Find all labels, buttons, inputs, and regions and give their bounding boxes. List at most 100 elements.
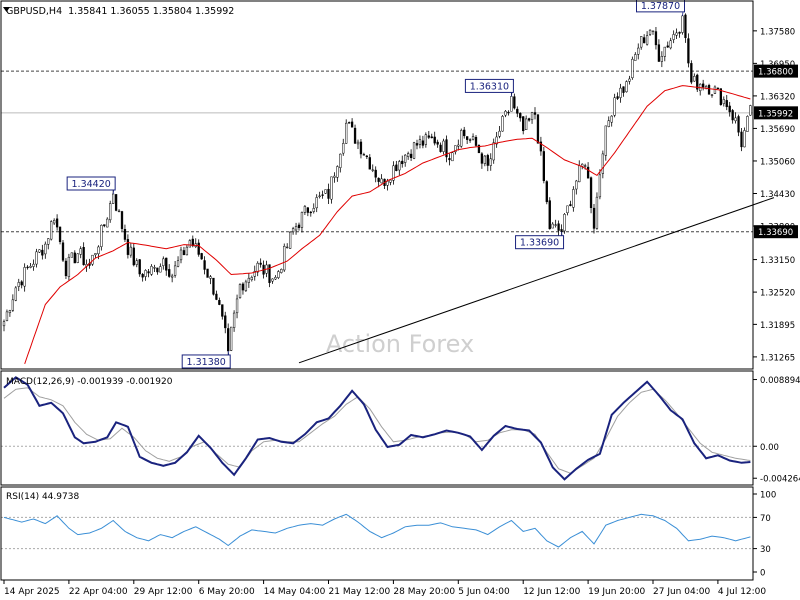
swing-annotation: 1.33690: [515, 231, 565, 250]
macd-main-line: [3, 376, 751, 481]
candle-body: [386, 181, 389, 186]
candle: [132, 243, 135, 267]
candle: [365, 154, 369, 160]
candle-body: [356, 141, 360, 145]
candle: [409, 149, 413, 161]
candle-body: [176, 260, 180, 267]
candle: [250, 275, 253, 282]
candle-body: [634, 54, 637, 61]
candle: [41, 244, 44, 260]
candle: [20, 280, 23, 289]
candle-body: [696, 74, 699, 90]
macd-title: MACD(12,26,9) -0.001939 -0.001920: [6, 377, 173, 387]
watermark: Action Forex: [326, 330, 474, 358]
candle: [424, 132, 428, 148]
macd-signal-line: [3, 387, 751, 474]
candle-body: [106, 218, 109, 228]
candle-body: [448, 158, 451, 161]
candle: [235, 294, 239, 319]
candle-body: [162, 258, 165, 266]
candle: [516, 106, 519, 118]
candle: [212, 277, 215, 296]
candle-body: [533, 112, 537, 115]
candle: [144, 269, 147, 281]
candle: [657, 39, 661, 63]
candle: [542, 146, 546, 184]
candle: [442, 138, 445, 155]
candle: [643, 34, 646, 44]
candle-body: [165, 257, 168, 271]
candle: [294, 222, 298, 235]
candle: [675, 28, 678, 39]
price-tag: [754, 225, 798, 239]
collapse-arrow-icon[interactable]: [3, 7, 10, 12]
candle: [109, 200, 112, 223]
candle-body: [466, 136, 469, 140]
candle-body: [672, 34, 675, 40]
candle-body: [280, 269, 283, 273]
candle: [448, 153, 451, 166]
candle: [55, 214, 59, 231]
candle: [743, 127, 746, 148]
candle: [480, 152, 484, 169]
candle: [356, 139, 360, 150]
candle-body: [247, 277, 250, 283]
candle: [123, 224, 127, 243]
candle: [530, 111, 534, 124]
candle: [569, 200, 572, 207]
candle-body: [421, 140, 425, 146]
candle-body: [41, 249, 44, 256]
annotation-box: [464, 78, 514, 93]
candle: [14, 286, 17, 302]
candle-body: [545, 181, 548, 203]
candle: [300, 211, 304, 233]
candle: [734, 112, 737, 124]
time-tick-label: 14 Apr 2025: [4, 587, 60, 597]
candle: [492, 138, 495, 164]
candle-body: [595, 196, 599, 229]
candle: [687, 33, 690, 68]
candle: [439, 142, 442, 153]
candle: [533, 107, 537, 120]
candle-body: [61, 242, 65, 261]
candle: [156, 267, 159, 275]
candle-body: [129, 246, 132, 256]
candle-body: [291, 228, 295, 233]
candle: [348, 121, 351, 124]
candle: [176, 256, 180, 268]
candle: [197, 239, 200, 257]
candle: [353, 124, 357, 145]
candle-body: [365, 155, 369, 158]
candle: [359, 139, 363, 159]
candle: [651, 30, 655, 35]
candle-body: [619, 87, 622, 98]
candle: [637, 43, 640, 60]
candle-body: [454, 145, 457, 153]
annotation-label: 1.31380: [187, 357, 226, 368]
candle-body: [259, 262, 262, 265]
candle-body: [687, 38, 690, 64]
candle: [368, 154, 371, 170]
candle-body: [135, 260, 138, 265]
candle-body: [132, 247, 135, 266]
ohlc-values: 1.35841 1.36055 1.35804 1.35992: [68, 6, 234, 17]
candle: [70, 252, 73, 258]
candle-body: [200, 253, 203, 260]
candle-body: [693, 76, 696, 82]
time-tick-label: 22 Apr 04:00: [69, 587, 128, 597]
candle-body: [569, 204, 572, 207]
candle: [274, 275, 277, 280]
time-tick-label: 27 Jun 04:00: [653, 587, 710, 597]
candle-body: [551, 223, 554, 229]
candle: [563, 212, 566, 234]
candle-body: [483, 155, 487, 164]
candle: [147, 269, 150, 278]
candle-body: [427, 135, 430, 138]
candle: [165, 257, 168, 276]
candle: [280, 268, 283, 274]
candle: [504, 109, 507, 118]
candle: [693, 73, 696, 82]
candle: [545, 180, 548, 205]
candle-body: [707, 85, 711, 95]
candle: [719, 88, 723, 106]
